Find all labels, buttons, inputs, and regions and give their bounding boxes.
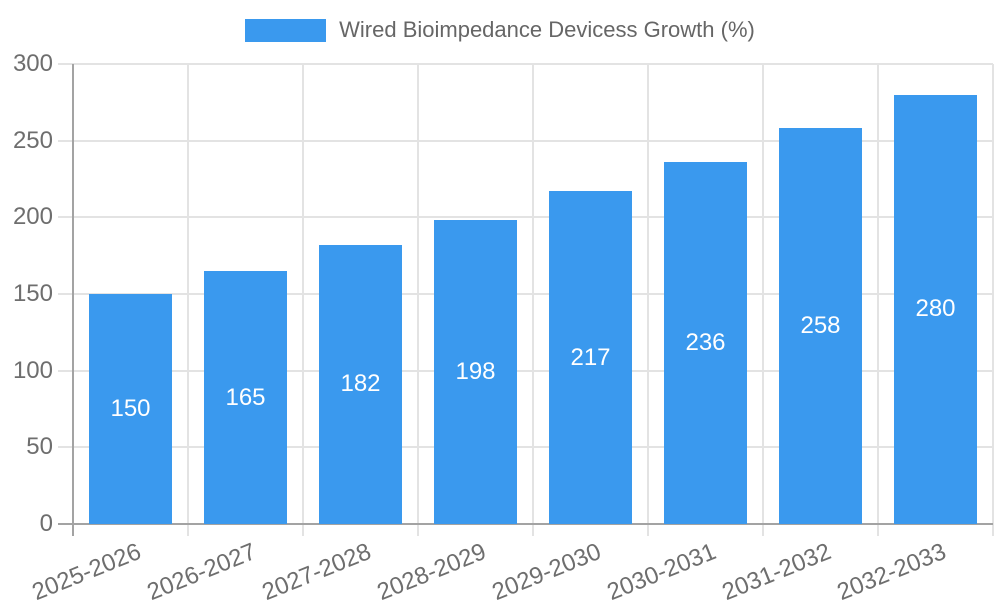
bar-value-label: 182 — [340, 370, 381, 398]
y-axis-tick-label: 300 — [12, 50, 53, 77]
x-axis-tick-label: 2030-2031 — [603, 538, 720, 600]
y-axis-tick-label: 250 — [12, 126, 53, 154]
x-axis-tick-label: 2028-2029 — [373, 538, 490, 600]
gridline — [992, 64, 994, 536]
y-axis-tick-label: 50 — [26, 433, 53, 461]
bar-value-label: 258 — [800, 312, 841, 340]
legend-item[interactable]: Wired Bioimpedance Devicess Growth (%) — [245, 17, 755, 43]
gridline — [58, 446, 993, 449]
x-axis-tick-label: 2032-2033 — [833, 538, 950, 600]
y-axis-line — [72, 64, 74, 536]
bar[interactable] — [664, 162, 747, 524]
y-axis-tick-label: 100 — [12, 356, 53, 384]
bar-value-label: 150 — [110, 395, 151, 422]
gridline — [302, 64, 304, 536]
bar-value-label: 280 — [915, 295, 956, 323]
gridline — [58, 293, 993, 295]
x-axis-tick-label: 2029-2030 — [488, 538, 605, 600]
y-axis-tick-label: 200 — [12, 203, 53, 231]
y-axis-tick-label: 0 — [39, 510, 53, 537]
gridline — [532, 64, 534, 536]
bar[interactable] — [894, 94, 977, 524]
x-axis-line — [58, 523, 993, 525]
x-axis-tick-label: 2027-2028 — [258, 538, 375, 600]
gridline — [58, 216, 993, 219]
x-axis-tick-label: 2031-2032 — [718, 538, 835, 600]
legend-swatch-icon — [245, 18, 327, 42]
x-axis-tick-label: 2026-2027 — [143, 538, 260, 600]
bar[interactable] — [319, 244, 402, 524]
legend-label: Wired Bioimpedance Devicess Growth (%) — [339, 17, 755, 42]
gridline — [58, 139, 993, 142]
bar-value-label: 236 — [685, 329, 726, 357]
bar[interactable] — [204, 271, 287, 524]
gridline — [762, 64, 764, 536]
bar[interactable] — [434, 220, 517, 524]
gridline — [58, 369, 993, 372]
chart-legend: Wired Bioimpedance Devicess Growth (%) — [0, 17, 1000, 43]
bar-value-label: 198 — [455, 358, 496, 386]
gridline — [647, 64, 649, 536]
bar-value-label: 217 — [570, 343, 611, 371]
x-axis-tick-label: 2025-2026 — [28, 538, 145, 600]
gridline — [58, 63, 993, 65]
bar[interactable] — [549, 191, 632, 524]
bar-value-label: 165 — [225, 383, 266, 411]
gridline — [417, 64, 419, 536]
bar[interactable] — [89, 294, 172, 524]
gridline — [877, 64, 879, 536]
gridline — [187, 64, 189, 536]
bar[interactable] — [779, 128, 862, 524]
y-axis-tick-label: 150 — [12, 280, 53, 307]
